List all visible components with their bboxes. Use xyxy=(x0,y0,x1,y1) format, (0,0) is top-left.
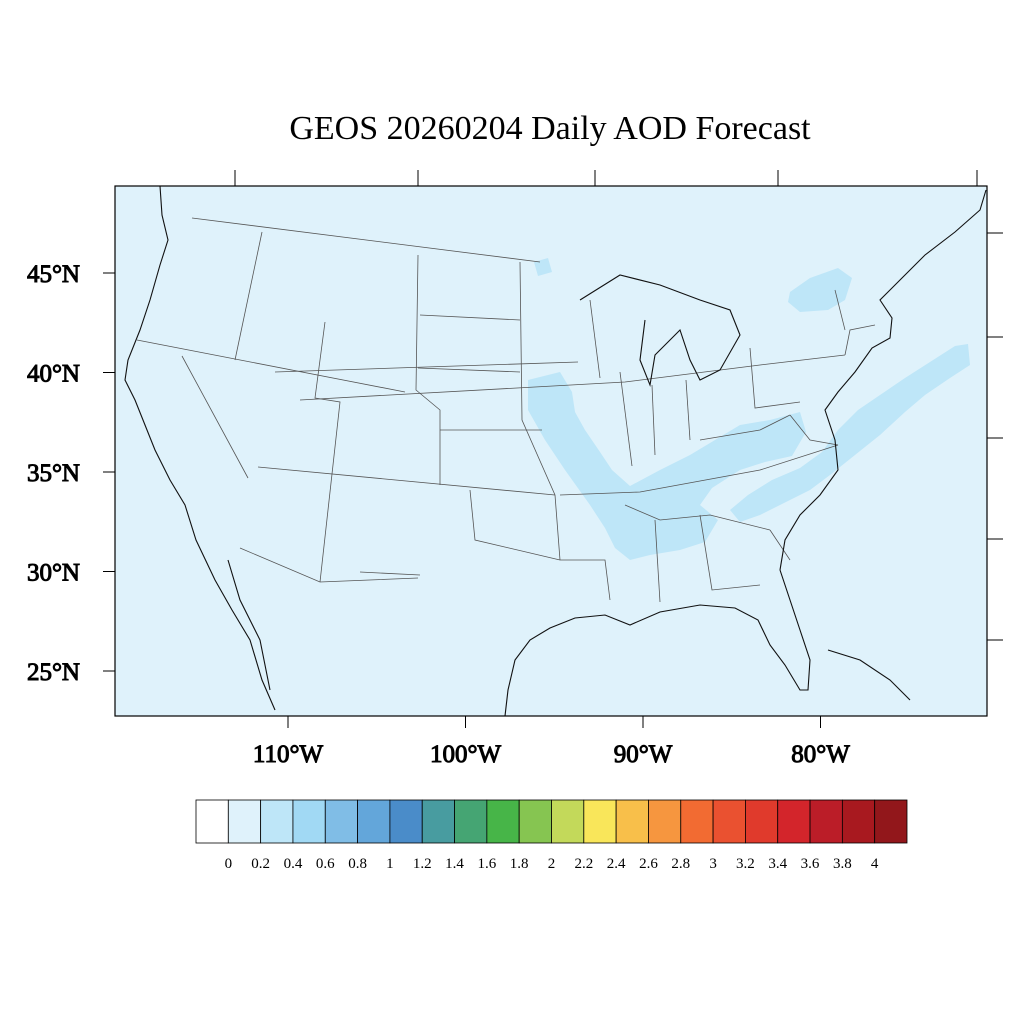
lat-label: 35°N xyxy=(27,460,80,487)
colorbar-swatch xyxy=(454,799,488,844)
lat-label: 40°N xyxy=(27,361,80,388)
colorbar-label: 2 xyxy=(548,856,556,872)
coastline-atlantic xyxy=(779,189,987,571)
colorbar-swatch xyxy=(421,799,455,844)
coastline-cuba xyxy=(827,649,911,701)
colorbar-swatch xyxy=(583,799,617,844)
colorbar-label: 3.2 xyxy=(736,856,755,872)
colorbar-swatch xyxy=(680,799,714,844)
map-axes: 45°N 40°N 35°N 30°N 25°N 110°W 100°W 90°W 80°W xyxy=(26,170,1003,769)
colorbar-swatch xyxy=(777,799,811,844)
colorbar-label: 4 xyxy=(871,856,879,872)
colorbar-swatch xyxy=(292,799,326,844)
aod-plume-newyork xyxy=(788,268,852,312)
coastline-great-lakes xyxy=(579,274,741,388)
colorbar-label: 3 xyxy=(709,856,717,872)
lon-label: 80°W xyxy=(791,741,850,768)
aod-plume-atlantic xyxy=(730,344,970,522)
map-frame xyxy=(114,185,988,717)
coastline-baja xyxy=(227,559,271,691)
colorbar-label: 0.8 xyxy=(348,856,367,872)
colorbar-label: 0.6 xyxy=(316,856,335,872)
aod-plume xyxy=(528,258,970,560)
colorbar-label: 1.8 xyxy=(510,856,529,872)
colorbar-swatch xyxy=(874,799,908,844)
lon-label: 100°W xyxy=(430,741,501,768)
lat-label: 45°N xyxy=(27,261,80,288)
colorbar-label: 0.4 xyxy=(284,856,303,872)
colorbar-swatch xyxy=(809,799,843,844)
colorbar-swatch xyxy=(227,799,262,844)
lat-label: 25°N xyxy=(27,659,80,686)
colorbar-swatch xyxy=(260,799,294,844)
colorbar-swatch xyxy=(712,799,746,844)
coastline-gulf xyxy=(504,569,811,717)
colorbar-label: 0 xyxy=(225,856,233,872)
colorbar-label: 1.6 xyxy=(477,856,496,872)
lat-label: 30°N xyxy=(27,560,80,587)
colorbar-swatch xyxy=(615,799,649,844)
colorbar-label: 3.8 xyxy=(833,856,852,872)
lon-label: 90°W xyxy=(614,741,673,768)
colorbar-swatch xyxy=(745,799,779,844)
colorbar-swatch xyxy=(324,799,358,844)
lon-label: 110°W xyxy=(253,741,324,768)
colorbar-swatch xyxy=(486,799,520,844)
colorbar-label: 1.4 xyxy=(445,856,464,872)
colorbar-swatch xyxy=(389,799,423,844)
colorbar-swatch xyxy=(357,799,391,844)
colorbar-label: 3.4 xyxy=(768,856,787,872)
colorbar-swatch xyxy=(841,799,876,844)
colorbar-label: 1 xyxy=(386,856,394,872)
colorbar-label: 1.2 xyxy=(413,856,432,872)
colorbar-label: 3.6 xyxy=(801,856,820,872)
colorbar-label: 2.8 xyxy=(671,856,690,872)
colorbar-swatch xyxy=(551,799,585,844)
colorbar: 0 0.2 0.4 0.6 0.8 1 1.2 1.4 1.6 1.8 2 2.2 2.4 2.6 2.8 3… xyxy=(195,799,908,872)
colorbar-label: 2.2 xyxy=(574,856,593,872)
colorbar-swatch xyxy=(518,799,552,844)
colorbar-label: 2.6 xyxy=(639,856,658,872)
colorbar-label: 0.2 xyxy=(251,856,270,872)
coastline-pacific xyxy=(124,185,276,711)
state-borders xyxy=(136,217,876,603)
colorbar-swatch xyxy=(195,799,229,844)
map-title: GEOS 20260204 Daily AOD Forecast xyxy=(289,110,811,147)
aod-plume-mississippi xyxy=(528,372,806,560)
colorbar-label: 2.4 xyxy=(607,856,626,872)
coastlines xyxy=(124,185,987,717)
aod-plume-nd xyxy=(534,258,552,276)
colorbar-swatch xyxy=(648,799,682,844)
